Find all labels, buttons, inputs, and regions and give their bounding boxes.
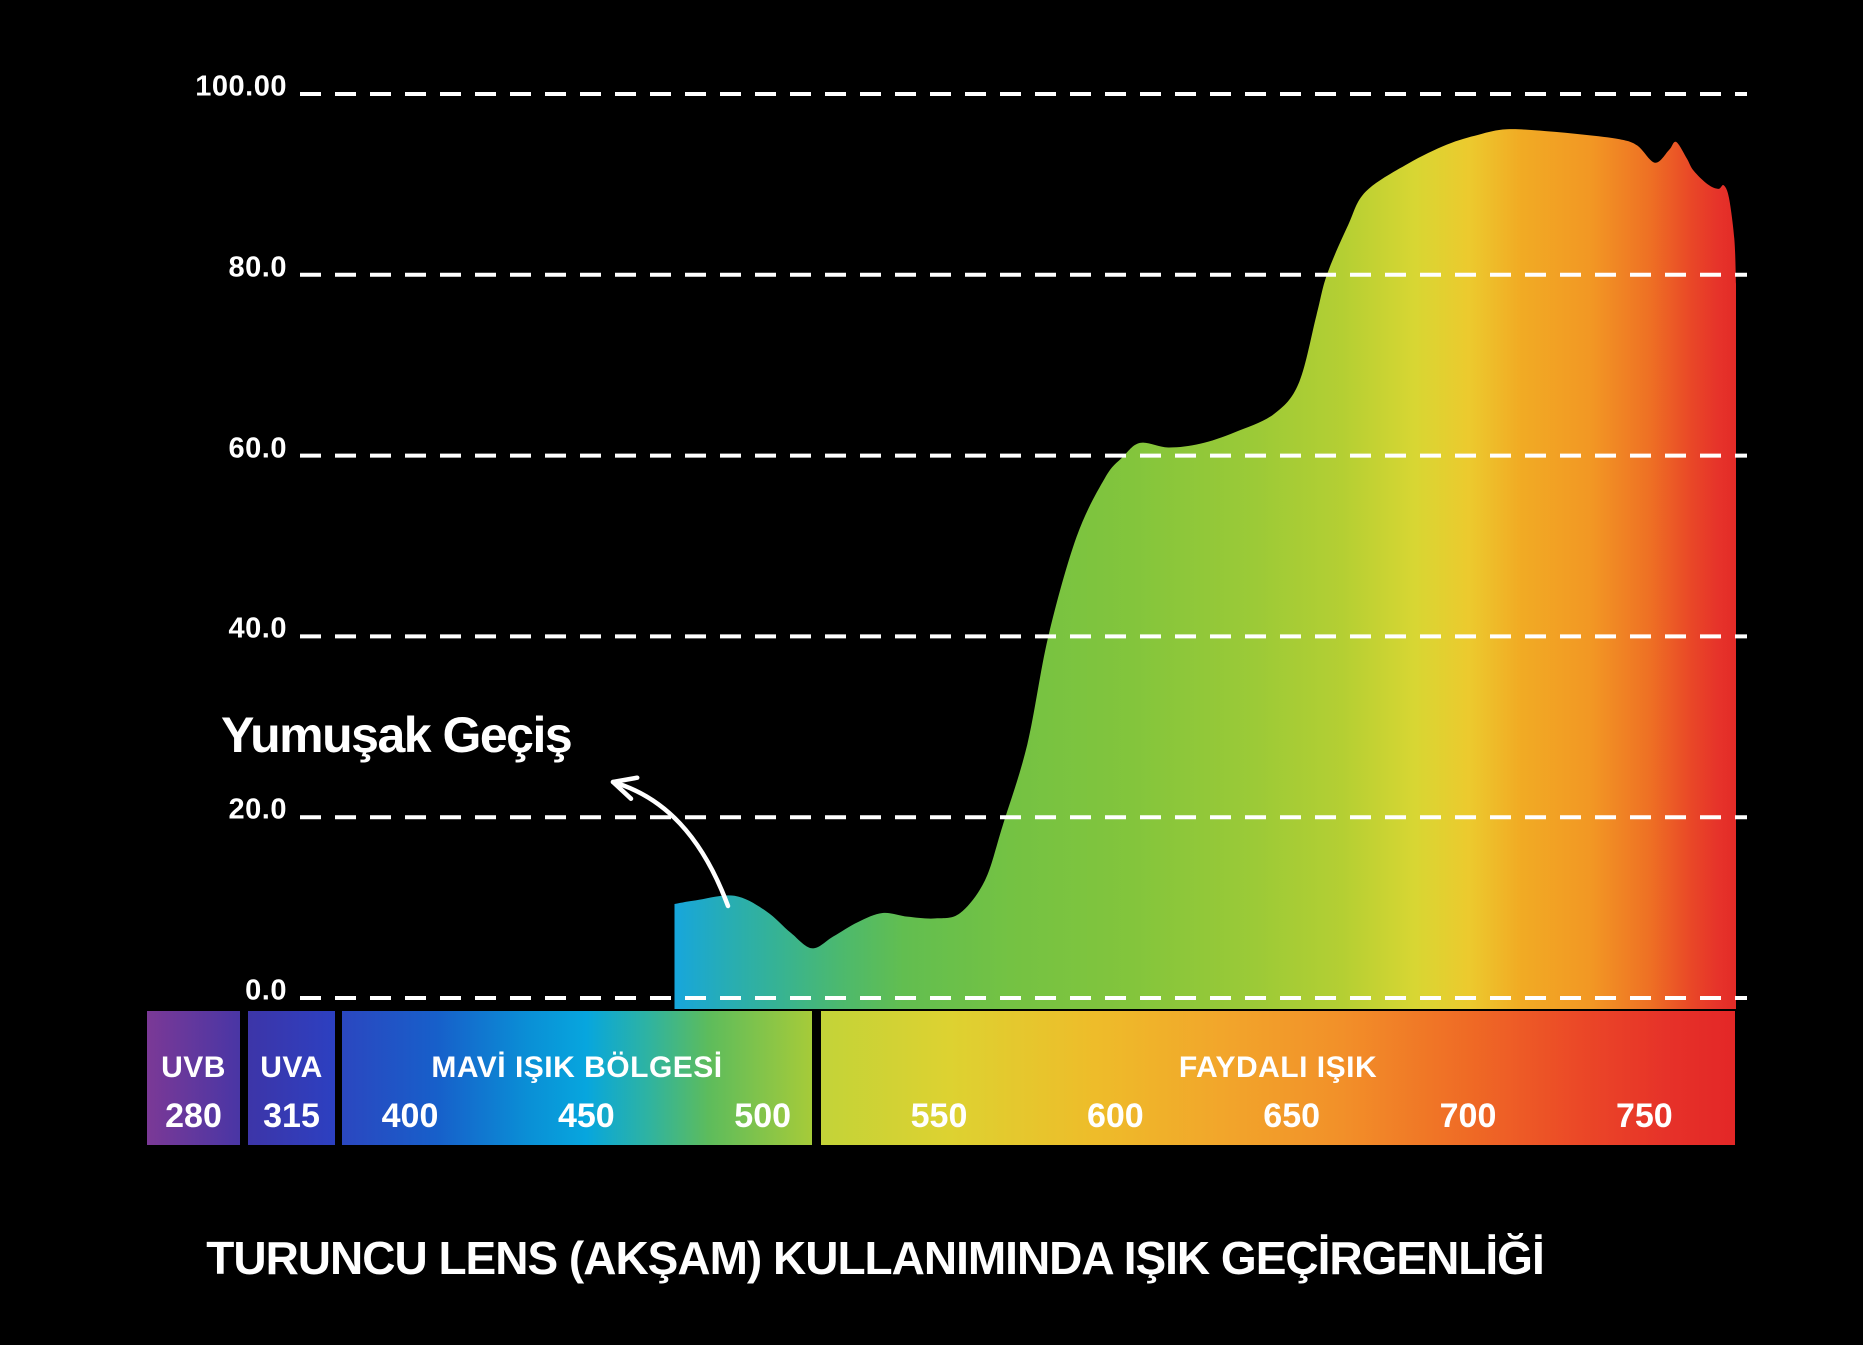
spectrum-segment-useful: FAYDALI IŞIK 550 600 650 700 750 (821, 1011, 1735, 1145)
chart-title: TURUNCU LENS (AKŞAM) KULLANIMINDA IŞIK G… (206, 1232, 1544, 1284)
transmittance-area (674, 129, 1736, 1009)
wavelength-tick: 315 (263, 1097, 320, 1135)
wavelength-tick: 700 (1439, 1097, 1497, 1135)
wavelength-tick: 280 (165, 1097, 222, 1135)
segment-name: FAYDALI IŞIK (1178, 1051, 1378, 1084)
segment-name: MAVİ IŞIK BÖLGESİ (431, 1051, 723, 1084)
wavelength-tick: 400 (381, 1097, 439, 1135)
y-tick-label: 20.0 (228, 793, 287, 826)
y-tick-label: 60.0 (228, 432, 287, 465)
wavelength-tick: 500 (734, 1097, 792, 1135)
y-tick-label: 80.0 (228, 251, 287, 284)
segment-name: UVB (161, 1051, 226, 1084)
wavelength-tick: 600 (1086, 1097, 1144, 1135)
wavelength-tick: 550 (910, 1097, 968, 1135)
segment-name: UVA (260, 1051, 323, 1084)
wavelength-tick: 750 (1615, 1097, 1673, 1135)
y-tick-label: 100.00 (195, 70, 287, 103)
spectrum-segment-blue: MAVİ IŞIK BÖLGESİ 400 450 500 (342, 1011, 812, 1145)
wavelength-tick: 450 (557, 1097, 615, 1135)
spectrum-segment-uvb: UVB 280 (147, 1011, 240, 1145)
y-tick-label: 0.0 (245, 974, 287, 1007)
annotation-arrow (610, 779, 731, 909)
annotation-label: Yumuşak Geçiş (221, 707, 573, 763)
annotation-arrowhead (610, 775, 640, 801)
spectrum-segment-uva: UVA 315 (248, 1011, 335, 1145)
y-tick-label: 40.0 (228, 612, 287, 645)
wavelength-tick: 650 (1263, 1097, 1321, 1135)
